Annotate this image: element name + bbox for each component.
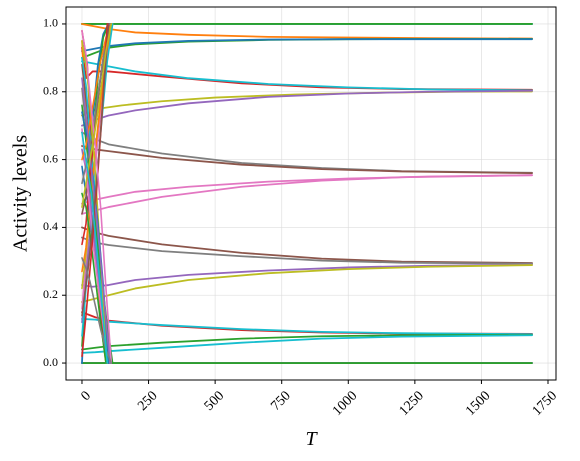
series-line-17	[81, 264, 533, 303]
series-line-49	[81, 77, 111, 364]
series-line-53	[81, 23, 113, 208]
y-axis-label: Activity levels	[10, 135, 32, 252]
series-line-54	[81, 131, 109, 364]
y-tick-label: 0.4	[43, 219, 58, 233]
series-line-9	[81, 89, 533, 127]
plot-frame	[65, 6, 557, 381]
series-line-20	[81, 334, 533, 351]
y-tick-label: 0.6	[43, 151, 58, 165]
series-line-7	[81, 60, 533, 92]
y-tick-label: 0.0	[43, 355, 58, 369]
x-tick-label: 1500	[463, 388, 493, 418]
x-tick-label: 1000	[330, 388, 360, 418]
y-tick-label: 1.0	[43, 16, 58, 30]
x-tick-label: 0	[79, 388, 95, 404]
series-line-3	[81, 23, 533, 40]
x-axis-label: T	[305, 428, 318, 450]
y-tick-label: 0.2	[43, 287, 58, 301]
series-layer	[81, 23, 533, 364]
x-tick-label: 1250	[397, 388, 427, 418]
series-line-13	[81, 174, 533, 215]
series-line-47	[81, 192, 107, 364]
series-line-4	[81, 37, 533, 59]
x-tick-label: 750	[268, 388, 293, 413]
series-line-21	[81, 334, 533, 354]
series-line-50	[81, 23, 110, 317]
x-tick-label: 1750	[530, 388, 560, 418]
series-line-6	[81, 46, 533, 91]
series-line-5	[81, 38, 533, 52]
x-tick-label: 500	[202, 388, 227, 413]
y-tick-label: 0.8	[43, 84, 58, 98]
series-line-16	[81, 263, 533, 288]
series-line-51	[81, 29, 113, 364]
series-line-19	[81, 318, 533, 336]
x-tick-label: 250	[135, 388, 160, 413]
tick-layer: 0.0 0.2 0.4 0.6 0.8 1.0 0 250 500 750 1000 1250 1500…	[43, 16, 560, 419]
series-line-10	[81, 131, 533, 174]
series-line-14	[81, 226, 533, 264]
label-layer: Activity levels T	[10, 135, 319, 450]
